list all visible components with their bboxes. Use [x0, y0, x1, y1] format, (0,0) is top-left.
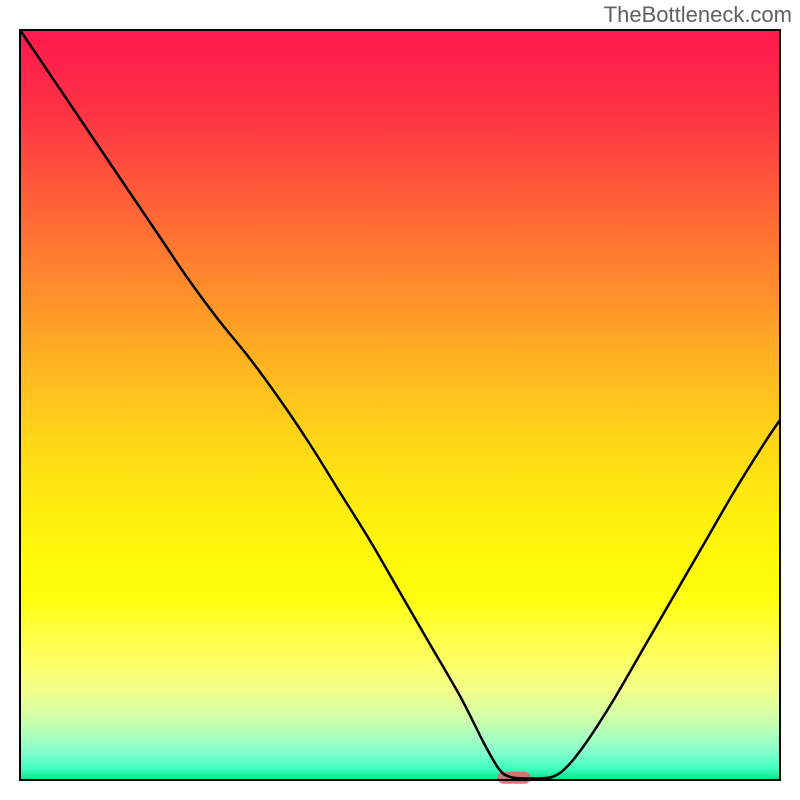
plot-background — [20, 30, 780, 780]
chart-container: TheBottleneck.com — [0, 0, 800, 800]
watermark-text: TheBottleneck.com — [604, 2, 792, 28]
bottleneck-chart — [0, 0, 800, 800]
